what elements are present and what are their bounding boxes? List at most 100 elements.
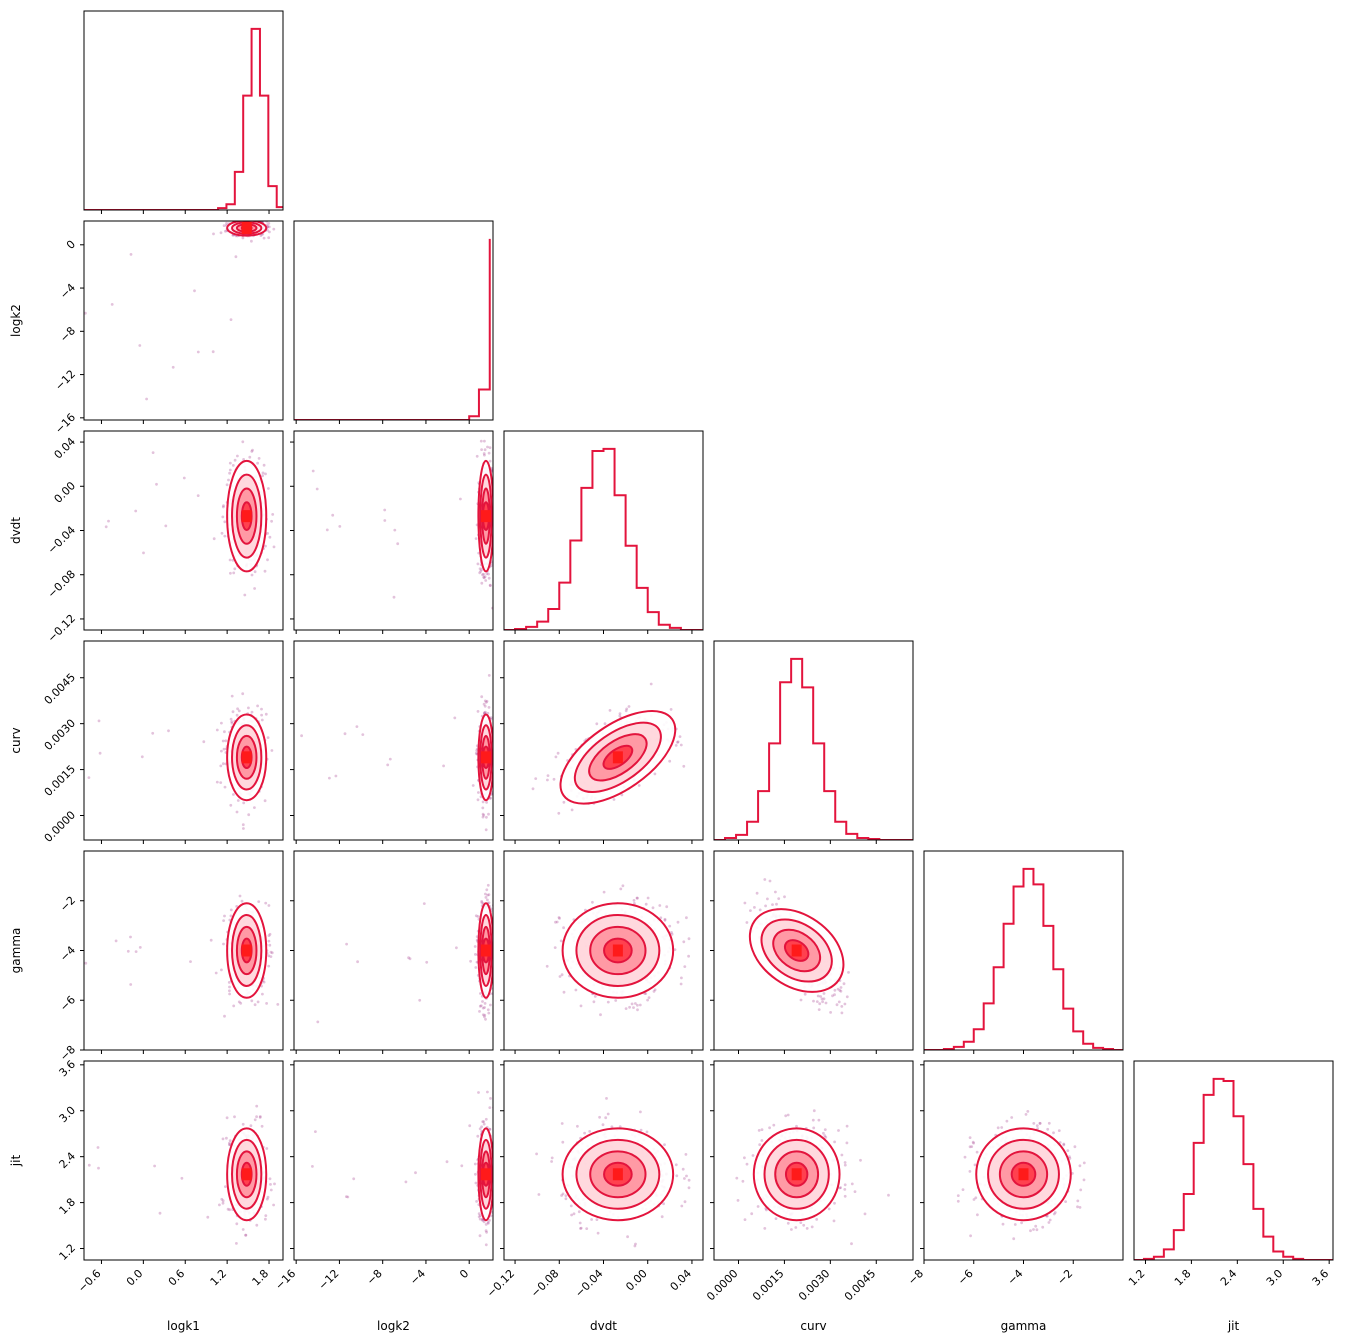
scatter-point xyxy=(314,1130,317,1133)
y-tick-label: −0.08 xyxy=(45,568,78,601)
scatter-point xyxy=(383,519,387,522)
scatter-point xyxy=(840,1011,844,1015)
scatter-point xyxy=(265,1147,269,1150)
scatter-point xyxy=(651,906,655,910)
scatter-point xyxy=(261,474,264,478)
scatter-point xyxy=(647,996,651,999)
panel-frame xyxy=(503,430,704,631)
scatter-point xyxy=(263,799,267,803)
scatter-point xyxy=(749,909,752,912)
scatter-point xyxy=(485,699,489,703)
scatter-point xyxy=(665,905,669,909)
histogram-curv xyxy=(714,657,913,840)
scatter-point xyxy=(229,318,233,321)
y-tick-label: 0.0030 xyxy=(42,717,78,753)
scatter-point xyxy=(272,227,276,231)
scatter-point xyxy=(383,508,387,512)
scatter-point xyxy=(475,749,479,752)
scatter-point xyxy=(483,699,487,703)
scatter-point xyxy=(592,1000,596,1004)
scatter-point xyxy=(261,992,264,996)
scatter-point xyxy=(479,992,482,995)
scatter-point xyxy=(228,985,231,989)
scatter-point xyxy=(266,532,269,535)
scatter-point xyxy=(474,1181,478,1185)
y-tick-label: 0.0000 xyxy=(42,808,78,844)
scatter-point xyxy=(803,992,807,996)
scatter-point xyxy=(476,562,480,566)
scatter-point xyxy=(236,454,239,458)
scatter-point xyxy=(634,1002,637,1005)
scatter-point xyxy=(225,218,228,221)
density-peak xyxy=(480,751,491,764)
scatter-point xyxy=(134,950,138,953)
scatter-point xyxy=(625,707,629,711)
density-peak xyxy=(480,944,491,957)
scatter-point xyxy=(418,998,422,1002)
scatter-point xyxy=(493,764,496,767)
scatter-point xyxy=(228,461,232,465)
histogram-dvdt xyxy=(504,447,703,630)
panel-gamma-gamma xyxy=(923,850,1124,1054)
scatter-point xyxy=(618,712,622,715)
scatter-point xyxy=(268,943,272,947)
scatter-point xyxy=(822,997,826,1001)
scatter-point xyxy=(674,744,678,747)
scatter-point xyxy=(497,495,500,498)
scatter-point xyxy=(220,721,223,725)
scatter-point xyxy=(753,906,756,909)
scatter-point xyxy=(483,448,487,452)
scatter-point xyxy=(637,784,641,787)
scatter-point xyxy=(355,725,359,728)
scatter-point xyxy=(559,939,563,943)
scatter-point xyxy=(265,1002,268,1005)
scatter-point xyxy=(679,743,683,747)
scatter-point xyxy=(474,914,478,918)
scatter-point xyxy=(682,940,686,944)
scatter-point xyxy=(219,764,223,768)
scatter-point xyxy=(225,1136,228,1140)
scatter-point xyxy=(228,992,232,996)
scatter-point xyxy=(228,1143,231,1147)
scatter-point xyxy=(267,939,271,943)
scatter-point xyxy=(839,986,843,989)
scatter-point xyxy=(489,716,493,719)
scatter-point xyxy=(260,1124,264,1128)
scatter-point xyxy=(552,777,556,781)
scatter-point xyxy=(231,710,235,714)
y-tick-label: −8 xyxy=(57,324,78,345)
scatter-point xyxy=(774,890,777,894)
scatter-point xyxy=(483,453,486,457)
density-peak xyxy=(612,751,623,764)
scatter-point xyxy=(396,542,400,546)
panel-logk1-logk1 xyxy=(83,10,284,214)
scatter-point xyxy=(619,887,623,891)
scatter-point xyxy=(263,569,267,573)
scatter-point xyxy=(258,1115,262,1118)
scatter-point xyxy=(483,1006,486,1009)
scatter-point xyxy=(251,448,254,452)
scatter-point xyxy=(476,915,480,918)
scatter-point xyxy=(404,1180,408,1184)
scatter-point xyxy=(264,1214,268,1217)
histogram-gamma xyxy=(924,867,1123,1050)
scatter-point xyxy=(223,534,227,538)
scatter-point xyxy=(158,1211,162,1215)
y-tick-label: 2.4 xyxy=(57,1150,79,1172)
scatter-point xyxy=(345,942,348,946)
scatter-point xyxy=(819,995,822,998)
scatter-point xyxy=(253,587,256,590)
scatter-point xyxy=(478,1234,482,1238)
scatter-point xyxy=(253,216,256,219)
scatter-point xyxy=(474,953,477,956)
scatter-point xyxy=(392,595,396,599)
scatter-point xyxy=(822,992,826,995)
scatter-point xyxy=(267,225,271,229)
scatter-point xyxy=(474,966,478,969)
scatter-point xyxy=(248,218,251,221)
scatter-point xyxy=(471,784,475,787)
density-peak xyxy=(241,222,252,235)
scatter-point xyxy=(249,1124,253,1128)
scatter-point xyxy=(226,1207,230,1211)
scatter-point xyxy=(557,916,561,919)
